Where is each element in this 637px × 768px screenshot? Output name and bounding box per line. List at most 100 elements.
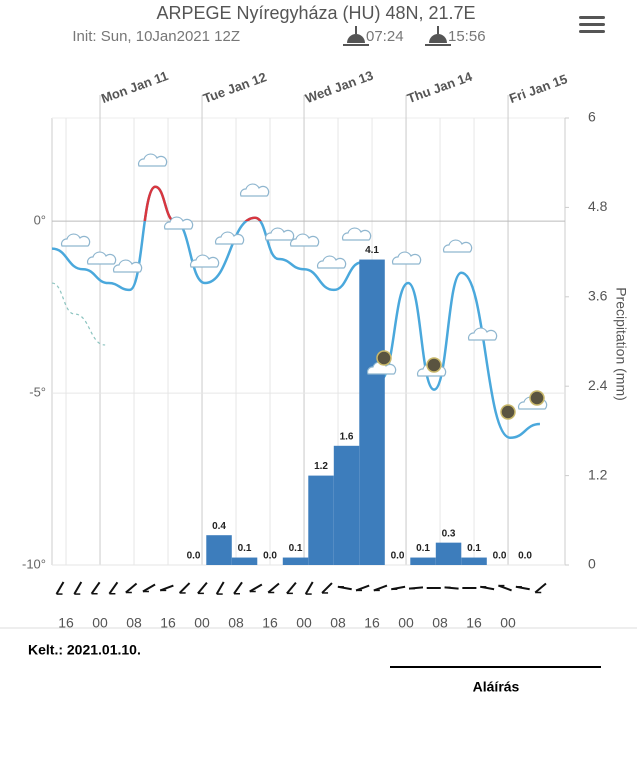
day-label: Mon Jan 11 — [99, 68, 170, 106]
day-label: Thu Jan 14 — [405, 68, 475, 106]
y-tick-label: 0° — [34, 213, 46, 228]
y2-tick-label: 6 — [588, 109, 596, 125]
precip-label: 0.3 — [442, 528, 456, 539]
x-tick-label: 00 — [296, 615, 312, 631]
x-tick-label: 16 — [364, 615, 380, 631]
precip-label: 0.0 — [187, 551, 201, 562]
precip-bar — [333, 445, 360, 565]
cloud — [264, 227, 295, 241]
moon-icon — [500, 404, 516, 420]
x-tick-label: 00 — [92, 615, 108, 631]
menu-button[interactable] — [579, 16, 605, 33]
precip-label: 0.0 — [518, 551, 532, 562]
cloud — [341, 227, 372, 241]
temperature-line — [51, 185, 541, 440]
precip-bar — [435, 542, 462, 565]
weather-icon — [467, 327, 498, 341]
day-label: Tue Jan 12 — [201, 69, 268, 106]
wind-arrow — [73, 581, 83, 595]
cloud — [86, 251, 117, 265]
sunrise-icon — [343, 26, 369, 46]
wind-arrow — [108, 581, 119, 595]
temperature-line-warm — [143, 185, 262, 222]
wind-arrow — [90, 581, 101, 595]
wind-arrow — [142, 583, 156, 593]
x-tick-label: 08 — [432, 615, 448, 631]
precip-label: 0.0 — [391, 551, 405, 562]
cloud — [467, 327, 498, 341]
wind-arrow — [233, 581, 243, 595]
wind-arrow — [534, 582, 547, 594]
chart-subtitle: Init: Sun, 10Jan2021 12Z — [72, 28, 240, 45]
chart-title: ARPEGE Nyíregyháza (HU) 48N, 21.7E — [156, 3, 475, 23]
precip-bar — [282, 557, 309, 565]
y2-tick-label: 0 — [588, 556, 596, 572]
precip-label: 4.1 — [365, 245, 379, 256]
wind-arrow — [159, 584, 174, 592]
weather-icon — [341, 227, 372, 241]
weather-icon — [289, 233, 320, 247]
y-tick-label: -10° — [22, 556, 46, 571]
precip-label: 1.2 — [314, 461, 328, 472]
wind-arrow — [355, 584, 370, 592]
weather-icon — [137, 153, 168, 167]
precip-bar — [359, 259, 385, 565]
weather-icon — [112, 259, 143, 273]
weather-icon — [391, 251, 422, 265]
x-tick-label: 00 — [194, 615, 210, 631]
date-label: Kelt.: 2021.01.10. — [28, 642, 141, 658]
cloud — [137, 153, 168, 167]
wind-arrow — [304, 581, 314, 595]
cloud — [289, 233, 320, 247]
wind-arrow — [286, 581, 297, 595]
sunrise-time: 07:24 — [366, 28, 404, 45]
precip-label: 0.4 — [212, 521, 226, 532]
wind-arrow — [55, 581, 65, 595]
wind-arrow — [267, 582, 280, 594]
cloud — [391, 251, 422, 265]
y2-tick-label: 2.4 — [588, 377, 608, 393]
day-label: Fri Jan 15 — [507, 71, 569, 106]
wind-arrow — [215, 581, 225, 595]
weather-icon — [264, 227, 295, 241]
wind-arrow — [321, 582, 333, 594]
cloud — [60, 233, 91, 247]
weather-icon — [239, 183, 270, 197]
precip-label: 0.1 — [467, 543, 481, 554]
x-tick-label: 00 — [500, 615, 516, 631]
precip-bar — [308, 475, 334, 565]
weather-icon — [189, 254, 220, 268]
x-tick-label: 08 — [126, 615, 142, 631]
weather-icon — [442, 239, 473, 253]
x-tick-label: 16 — [58, 615, 74, 631]
y-tick-label: -5° — [29, 385, 46, 400]
cloud — [189, 254, 220, 268]
precip-label: 0.0 — [263, 551, 277, 562]
precip-label: 0.1 — [238, 543, 252, 554]
wind-arrow — [125, 582, 138, 594]
cloud — [163, 216, 194, 230]
moon-icon — [426, 357, 442, 373]
y2-tick-label: 1.2 — [588, 466, 608, 482]
weather-icon — [163, 216, 194, 230]
x-tick-label: 16 — [466, 615, 482, 631]
cloud — [316, 255, 347, 269]
x-tick-label: 08 — [330, 615, 346, 631]
precip-label: 1.6 — [340, 431, 354, 442]
moon-icon — [376, 350, 392, 366]
precip-bar — [461, 557, 487, 565]
precip-label: 0.0 — [493, 551, 507, 562]
moon-icon — [529, 390, 545, 406]
cloud — [239, 183, 270, 197]
y2-axis-label: Precipitation (mm) — [613, 287, 629, 401]
wind-arrow — [498, 584, 512, 592]
precip-label: 0.1 — [416, 543, 430, 554]
x-tick-label: 16 — [160, 615, 176, 631]
precip-label: 0.1 — [289, 543, 303, 554]
precip-bar — [410, 557, 436, 565]
weather-icon — [86, 251, 117, 265]
wind-arrow — [197, 581, 208, 595]
y2-tick-label: 3.6 — [588, 288, 608, 304]
